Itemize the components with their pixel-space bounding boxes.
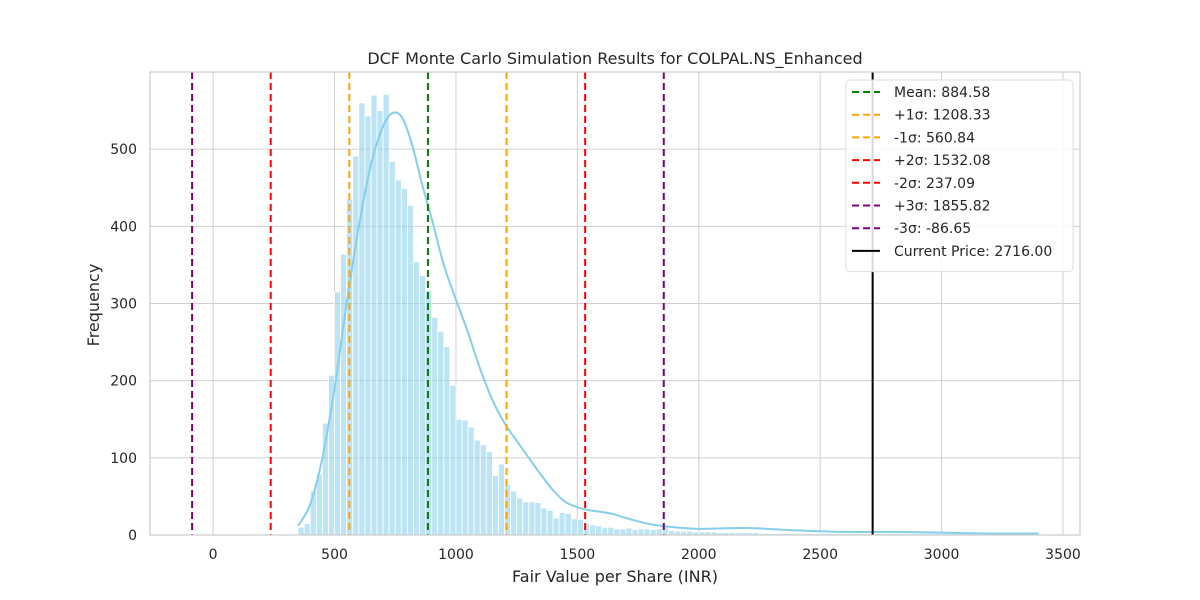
- histogram-bar: [601, 526, 609, 536]
- y-tick-label: 500: [110, 142, 137, 158]
- axes-frame: [149, 71, 1081, 536]
- x-tick-label: 1500: [560, 547, 596, 563]
- histogram-bar: [498, 463, 505, 536]
- histogram-bar: [625, 527, 633, 536]
- histogram-bar: [655, 528, 663, 536]
- y-tick-label: 100: [110, 451, 137, 467]
- histogram-bar: [388, 161, 396, 536]
- x-axis-label: Fair Value per Share (INR): [512, 567, 718, 586]
- y-tick-label: 0: [128, 528, 137, 544]
- histogram-bar: [668, 529, 675, 536]
- legend-label: Mean: 884.58: [894, 85, 990, 101]
- histogram-bar: [540, 507, 548, 536]
- histogram-bar: [406, 205, 414, 536]
- histogram-bar: [546, 509, 554, 536]
- histogram-bar: [558, 512, 566, 536]
- legend: Mean: 884.58 +1σ: 1208.33 -1σ: 560.84 +2σ: …: [845, 79, 1074, 273]
- histogram-bar: [528, 501, 536, 536]
- histogram-bar: [522, 501, 530, 536]
- x-tick-label: 3000: [924, 547, 960, 563]
- histogram-bar: [613, 528, 621, 536]
- histogram-bar: [607, 526, 615, 536]
- histogram-bar: [576, 519, 584, 536]
- histogram-bar: [637, 528, 645, 536]
- y-tick-label: 300: [110, 297, 137, 313]
- histogram-bar: [631, 529, 639, 536]
- kde-curve: [297, 111, 1039, 535]
- histogram-bar: [589, 524, 596, 536]
- x-tick-label: 3500: [1045, 547, 1081, 563]
- histogram-bar: [570, 518, 578, 536]
- histogram-bar: [552, 517, 560, 536]
- y-tick-label: 400: [110, 219, 137, 235]
- histogram-bar: [303, 523, 311, 536]
- histogram-bar: [473, 439, 481, 536]
- legend-label: Current Price: 2716.00: [894, 244, 1052, 260]
- histogram-bar: [510, 490, 518, 536]
- legend-label: -2σ: 237.09: [894, 176, 975, 192]
- histogram-bar: [504, 484, 511, 536]
- legend-label: +3σ: 1855.82: [894, 199, 991, 215]
- histogram-bar: [491, 475, 499, 536]
- histogram-bar: [431, 316, 439, 536]
- x-tick-label: 500: [321, 547, 348, 563]
- histogram-bar: [376, 110, 384, 536]
- histogram-bar: [437, 330, 445, 536]
- x-tick-label: 2500: [802, 547, 838, 563]
- histogram-bar: [534, 502, 542, 536]
- x-tick-label: 0: [209, 547, 218, 563]
- y-axis-label: Frequency: [84, 264, 103, 347]
- histogram-bar: [455, 418, 463, 536]
- histogram-bar: [352, 155, 360, 536]
- histogram-bar: [334, 291, 342, 536]
- histogram-bar: [564, 512, 572, 536]
- histogram-bar: [619, 528, 627, 536]
- histogram-bar: [394, 179, 402, 536]
- histogram-bar: [382, 93, 390, 536]
- tick-labels: 0 500 1000 1500 2000 2500 3000 3500 0 100 200 300 40…: [110, 142, 1081, 563]
- histogram-bar: [595, 525, 603, 536]
- x-tick-label: 1000: [438, 547, 474, 563]
- legend-label: -1σ: 560.84: [894, 130, 975, 146]
- histogram-bar: [479, 444, 487, 536]
- histogram-bar: [419, 275, 427, 536]
- histogram-bar: [413, 261, 420, 536]
- histogram-bar: [485, 451, 493, 536]
- histogram-bar: [297, 526, 305, 536]
- histogram-bar: [467, 426, 475, 536]
- histogram-bar: [443, 346, 451, 536]
- plot-frame: [149, 71, 1081, 536]
- y-tick-label: 200: [110, 374, 137, 390]
- histogram-bar: [358, 102, 366, 536]
- x-tick-label: 2000: [681, 547, 717, 563]
- histogram-bar: [449, 384, 457, 536]
- legend-label: -3σ: -86.65: [894, 221, 971, 237]
- legend-label: +2σ: 1532.08: [894, 153, 991, 169]
- kde-line: [297, 111, 1039, 535]
- legend-label: +1σ: 1208.33: [894, 108, 991, 124]
- histogram-bar: [400, 188, 408, 536]
- histogram-bar: [649, 529, 657, 536]
- legend-box: [845, 79, 1074, 273]
- histogram-bars: [297, 93, 1040, 536]
- histogram-bar: [461, 419, 469, 536]
- histogram-bar: [516, 497, 524, 536]
- histogram-bar: [643, 528, 651, 536]
- chart-title: DCF Monte Carlo Simulation Results for C…: [367, 49, 862, 69]
- histogram-bar: [340, 253, 348, 536]
